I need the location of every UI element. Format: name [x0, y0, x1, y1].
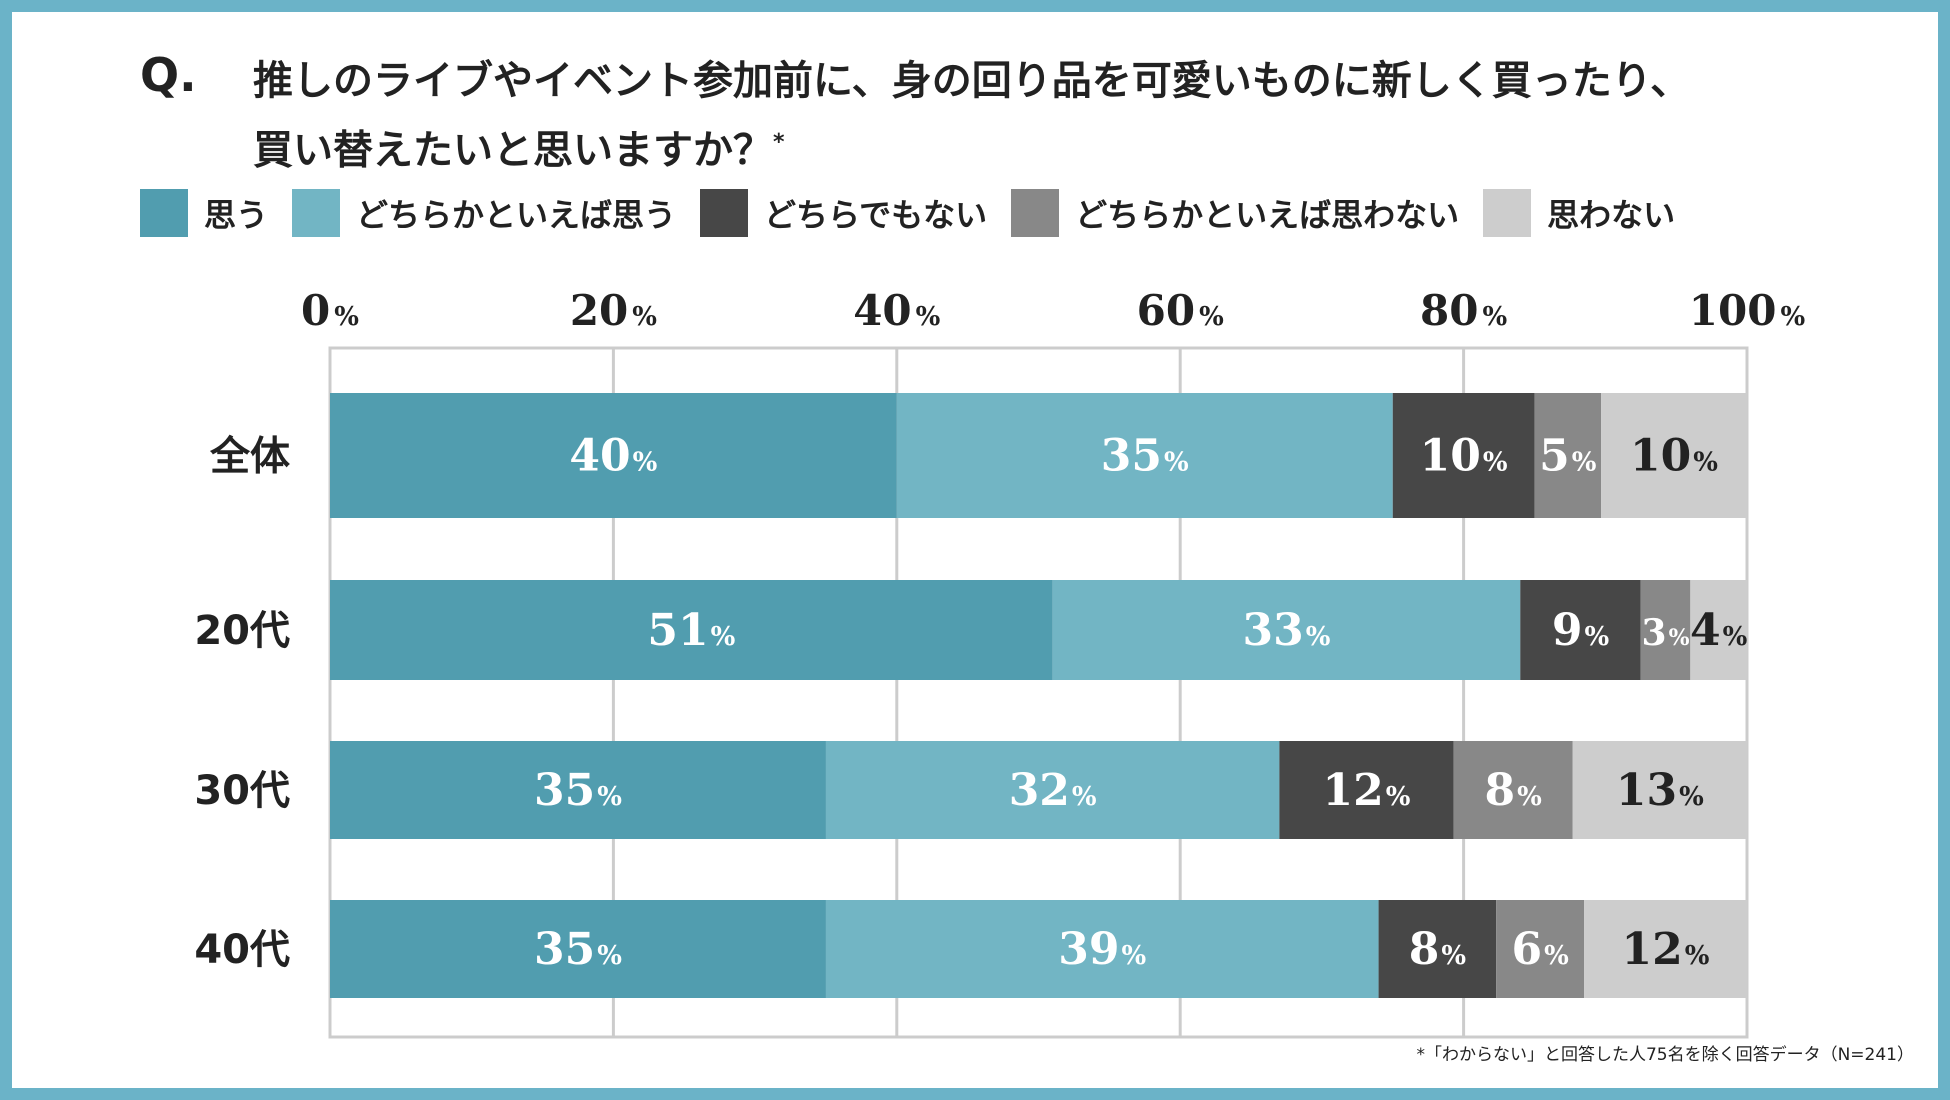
question-mark: Q. — [140, 48, 197, 102]
bar-segment-0-4 — [1601, 393, 1747, 518]
legend-swatch-4 — [1011, 189, 1060, 237]
data-label-3-1: 39% — [1058, 924, 1146, 975]
bar-segment-1-1 — [1052, 580, 1521, 680]
data-label-2-0: 35% — [534, 765, 622, 816]
bar-segment-2-0 — [330, 741, 826, 839]
data-label-1-1: 33% — [1242, 605, 1330, 656]
legend-item-5: 思わない — [1483, 189, 1675, 237]
data-label-2-1: 32% — [1009, 765, 1097, 816]
legend-label-2: どちらかといえば思う — [356, 196, 677, 234]
data-label-2-2: 12% — [1323, 765, 1411, 816]
bar-segment-2-2 — [1279, 741, 1454, 839]
legend-label-3: どちらでもない — [764, 196, 988, 234]
bar-segment-2-4 — [1572, 741, 1747, 839]
legend-label-5: 思わない — [1547, 196, 1676, 234]
data-label-0-1: 35% — [1101, 431, 1189, 482]
legend-item-2: どちらかといえば思う — [292, 189, 676, 237]
footnote: *「わからない」と回答した人75名を除く回答データ（N=241） — [1416, 1045, 1914, 1065]
data-label-0-4: 10% — [1630, 431, 1718, 482]
bar-segment-1-0 — [330, 580, 1053, 680]
bar-segment-0-0 — [330, 393, 897, 518]
data-label-0-0: 40% — [569, 431, 657, 482]
data-label-3-0: 35% — [534, 924, 622, 975]
data-label-3-4: 12% — [1622, 924, 1710, 975]
bar-segment-2-3 — [1453, 741, 1573, 839]
legend-label-4: どちらかといえば思わない — [1075, 196, 1460, 234]
data-label-1-3: 3% — [1642, 612, 1690, 654]
bar-segment-3-3 — [1496, 900, 1585, 998]
data-label-1-4: 4% — [1690, 605, 1748, 656]
category-label-2: 30代 — [194, 768, 290, 814]
x-tick-label-60: 60% — [1137, 286, 1224, 335]
question-line-2: 買い替えたいと思いますか？* — [253, 112, 1853, 181]
bar-segment-3-2 — [1378, 900, 1497, 998]
bar-segment-3-4 — [1584, 900, 1747, 998]
x-tick-label-20: 20% — [570, 286, 657, 335]
question-asterisk: * — [773, 130, 785, 155]
bar-segment-3-0 — [330, 900, 826, 998]
question-line-1: 推しのライブやイベント参加前に、身の回り品を可愛いものに新しく買ったり、 — [253, 58, 1691, 104]
legend-swatch-1 — [140, 189, 188, 237]
category-label-0: 全体 — [209, 434, 290, 480]
data-label-3-2: 8% — [1409, 924, 1467, 975]
x-tick-label-80: 80% — [1420, 286, 1507, 335]
category-label-1: 20代 — [194, 608, 290, 654]
legend-swatch-3 — [700, 189, 749, 237]
legend-swatch-5 — [1483, 189, 1532, 237]
x-tick-label-40: 40% — [853, 286, 940, 335]
legend-item-3: どちらでもない — [700, 189, 987, 237]
category-label-3: 40代 — [194, 927, 290, 973]
bar-segment-3-1 — [825, 900, 1379, 998]
legend-label-1: 思う — [204, 196, 269, 234]
bar-segment-0-3 — [1534, 393, 1602, 518]
legend-swatch-2 — [292, 189, 341, 237]
plot-border — [328, 346, 1749, 1039]
bar-segment-1-4 — [1690, 580, 1747, 680]
data-label-1-0: 51% — [647, 605, 735, 656]
legend-item-1: 思う — [140, 189, 268, 237]
bar-segment-2-1 — [825, 741, 1280, 839]
data-label-1-2: 9% — [1552, 605, 1610, 656]
bar-segment-0-1 — [896, 393, 1393, 518]
question-line-2-text: 買い替えたいと思いますか？ — [253, 127, 773, 174]
data-label-0-3: 5% — [1539, 431, 1597, 482]
data-label-2-3: 8% — [1485, 765, 1543, 816]
bar-segment-1-2 — [1520, 580, 1641, 680]
question-text: 推しのライブやイベント参加前に、身の回り品を可愛いものに新しく買ったり、 買い替… — [253, 50, 1853, 181]
x-tick-label-100: 100% — [1689, 286, 1806, 335]
legend: 思う どちらかといえば思う どちらでもない どちらかといえば思わない 思わない — [140, 188, 1699, 238]
x-tick-label-0: 0% — [301, 286, 359, 335]
bar-segment-0-2 — [1392, 393, 1535, 518]
data-label-3-3: 6% — [1511, 924, 1569, 975]
legend-item-4: どちらかといえば思わない — [1011, 189, 1459, 237]
data-label-0-2: 10% — [1420, 431, 1508, 482]
bar-segment-1-3 — [1640, 580, 1691, 680]
data-label-2-4: 13% — [1616, 765, 1704, 816]
